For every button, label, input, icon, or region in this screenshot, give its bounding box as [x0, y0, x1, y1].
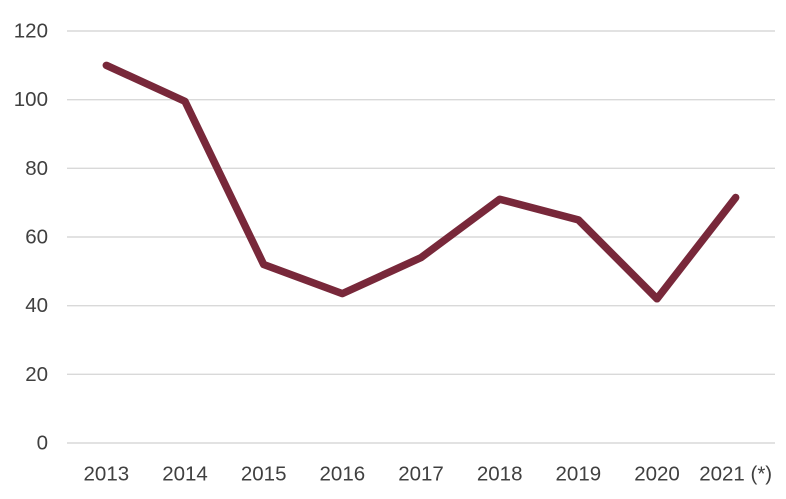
- x-axis-tick-label: 2015: [241, 463, 287, 486]
- x-axis-tick-label: 2020: [634, 463, 680, 486]
- y-axis-tick-label: 120: [14, 20, 48, 43]
- x-axis-tick-label: 2017: [398, 463, 444, 486]
- y-axis-tick-label: 40: [25, 294, 48, 317]
- x-axis-tick-labels-group: 2013 2014 2015 2016 2017 2018 2019 2020 2021 (*): [84, 463, 773, 486]
- y-axis-tick-label: 20: [25, 363, 48, 386]
- x-axis-tick-label: 2013: [84, 463, 130, 486]
- y-axis-tick-label: 0: [37, 432, 48, 455]
- y-axis-tick-labels-group: 0 20 40 60 80 100 120: [14, 20, 48, 455]
- x-axis-tick-label: 2018: [477, 463, 523, 486]
- x-axis-tick-label: 2014: [162, 463, 208, 486]
- x-axis-tick-label: 2019: [556, 463, 602, 486]
- x-axis-tick-label: 2021 (*): [699, 463, 772, 486]
- y-axis-tick-label: 100: [14, 88, 48, 111]
- y-axis-tick-label: 80: [25, 157, 48, 180]
- y-axis-tick-label: 60: [25, 226, 48, 249]
- x-axis-tick-label: 2016: [320, 463, 366, 486]
- data-line: [102, 61, 740, 303]
- data-series-group: [102, 61, 740, 303]
